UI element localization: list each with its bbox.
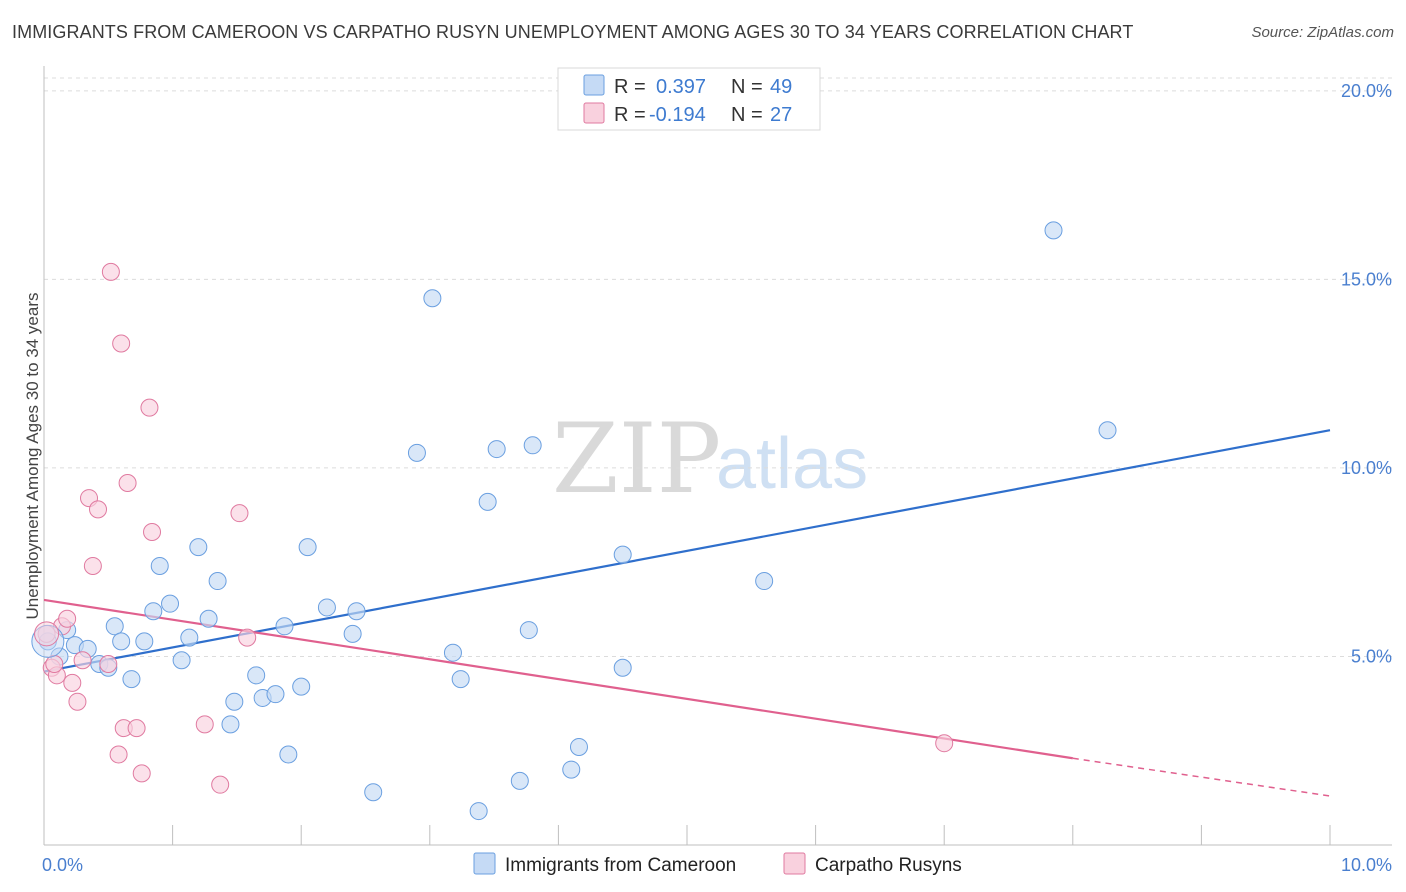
point-cameroon <box>613 545 632 564</box>
point-rusyn <box>99 655 118 674</box>
point-cameroon <box>755 572 774 591</box>
y-tick-label: 10.0% <box>1341 458 1392 478</box>
point-rusyn <box>238 628 257 647</box>
point-rusyn <box>83 556 102 575</box>
watermark-atlas: atlas <box>716 424 868 504</box>
point-rusyn <box>68 692 87 711</box>
stats-n-label-cameroon: N = <box>731 76 763 98</box>
watermark-zip: ZIP <box>552 403 721 515</box>
point-cameroon <box>161 594 180 613</box>
point-cameroon <box>562 760 581 779</box>
point-cameroon <box>150 556 169 575</box>
point-rusyn <box>101 262 120 281</box>
point-cameroon <box>221 715 240 734</box>
legend-swatch-cameroon <box>473 852 496 875</box>
point-cameroon <box>180 628 199 647</box>
trend-line-rusyn <box>43 598 1073 760</box>
stats-legend-swatch-cameroon <box>583 74 605 96</box>
point-rusyn <box>73 651 92 670</box>
legend-swatch-rusyn <box>783 852 806 875</box>
point-cameroon <box>469 802 488 821</box>
point-rusyn <box>89 500 108 519</box>
point-cameroon <box>478 492 497 511</box>
point-rusyn <box>58 609 77 628</box>
point-rusyn <box>63 673 82 692</box>
point-cameroon <box>523 436 542 455</box>
point-cameroon <box>208 572 227 591</box>
stats-r-label-rusyn: R = <box>614 104 646 126</box>
point-cameroon <box>225 692 244 711</box>
point-rusyn <box>118 474 137 493</box>
point-rusyn <box>230 504 249 523</box>
point-cameroon <box>135 632 154 651</box>
point-cameroon <box>199 609 218 628</box>
axes: 5.0% 10.0% 15.0% 20.0% 0.0% 10.0% <box>42 66 1392 875</box>
point-rusyn <box>127 719 146 738</box>
point-rusyn <box>140 398 159 417</box>
stats-r-value-rusyn: -0.194 <box>649 104 706 126</box>
trend-line-rusyn-extension <box>1072 757 1331 797</box>
stats-r-label-cameroon: R = <box>614 76 646 98</box>
stats-legend-swatch-rusyn <box>583 102 605 124</box>
point-rusyn <box>195 715 214 734</box>
point-cameroon <box>298 538 317 557</box>
x-tick-label: 0.0% <box>42 855 83 875</box>
point-cameroon <box>487 440 506 459</box>
trend-line-cameroon <box>43 429 1331 673</box>
point-cameroon <box>364 783 383 802</box>
point-cameroon <box>189 538 208 557</box>
point-cameroon <box>1098 421 1117 440</box>
point-rusyn-large <box>34 621 60 647</box>
bottom-legend: Immigrants from Cameroon Carpatho Rusyns <box>473 852 962 876</box>
data-points <box>31 221 1117 821</box>
point-rusyn <box>112 334 131 353</box>
point-cameroon <box>144 602 163 621</box>
point-cameroon <box>112 632 131 651</box>
point-rusyn <box>143 523 162 542</box>
trend-lines <box>43 429 1331 797</box>
point-rusyn <box>109 745 128 764</box>
point-cameroon <box>510 771 529 790</box>
point-rusyn <box>211 775 230 794</box>
point-cameroon <box>451 670 470 689</box>
point-cameroon <box>519 621 538 640</box>
legend-label-rusyn: Carpatho Rusyns <box>815 855 962 876</box>
stats-n-value-cameroon: 49 <box>770 76 792 98</box>
point-cameroon <box>347 602 366 621</box>
point-cameroon <box>443 643 462 662</box>
stats-n-value-rusyn: 27 <box>770 104 792 126</box>
y-tick-label: 5.0% <box>1351 646 1392 666</box>
y-tick-label: 20.0% <box>1341 81 1392 101</box>
point-cameroon <box>122 670 141 689</box>
point-cameroon <box>247 666 266 685</box>
point-cameroon <box>1044 221 1063 240</box>
point-cameroon <box>407 443 426 462</box>
point-cameroon <box>613 658 632 677</box>
point-cameroon <box>105 617 124 636</box>
x-tick-label: 10.0% <box>1341 855 1392 875</box>
stats-n-label-rusyn: N = <box>731 104 763 126</box>
source-attribution: Source: ZipAtlas.com <box>1251 24 1394 41</box>
point-cameroon <box>343 624 362 643</box>
point-rusyn <box>45 655 64 674</box>
point-cameroon <box>279 745 298 764</box>
legend-label-cameroon: Immigrants from Cameroon <box>505 855 736 876</box>
stats-legend: R = 0.397 N = 49 R = -0.194 N = 27 <box>557 67 821 131</box>
point-rusyn <box>132 764 151 783</box>
y-axis-label: Unemployment Among Ages 30 to 34 years <box>23 293 42 620</box>
point-cameroon <box>317 598 336 617</box>
gridlines <box>44 77 1392 657</box>
point-cameroon <box>569 737 588 756</box>
stats-r-value-cameroon: 0.397 <box>656 76 706 98</box>
point-cameroon <box>292 677 311 696</box>
point-rusyn <box>935 734 954 753</box>
point-cameroon <box>423 289 442 308</box>
point-cameroon <box>172 651 191 670</box>
point-cameroon <box>266 685 285 704</box>
y-tick-label: 15.0% <box>1341 269 1392 289</box>
point-cameroon <box>275 617 294 636</box>
chart-title: IMMIGRANTS FROM CAMEROON VS CARPATHO RUS… <box>12 22 1134 42</box>
